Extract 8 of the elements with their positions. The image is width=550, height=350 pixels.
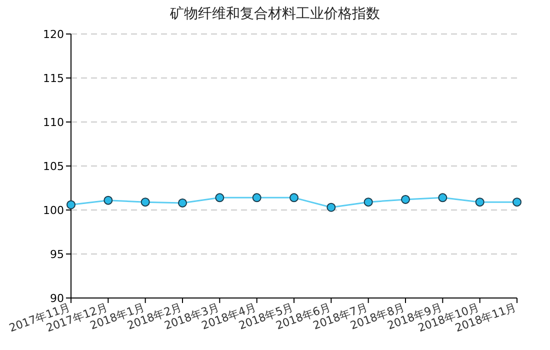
y-tick-label: 90	[50, 292, 64, 305]
y-tick-label: 120	[43, 28, 64, 41]
y-tick-label: 100	[43, 204, 64, 217]
y-tick-label: 105	[43, 160, 64, 173]
chart-title: 矿物纤维和复合材料工业价格指数	[169, 6, 380, 22]
y-tick-label: 115	[43, 72, 64, 85]
y-tick-label: 110	[43, 116, 64, 129]
y-tick-label: 95	[50, 248, 64, 261]
